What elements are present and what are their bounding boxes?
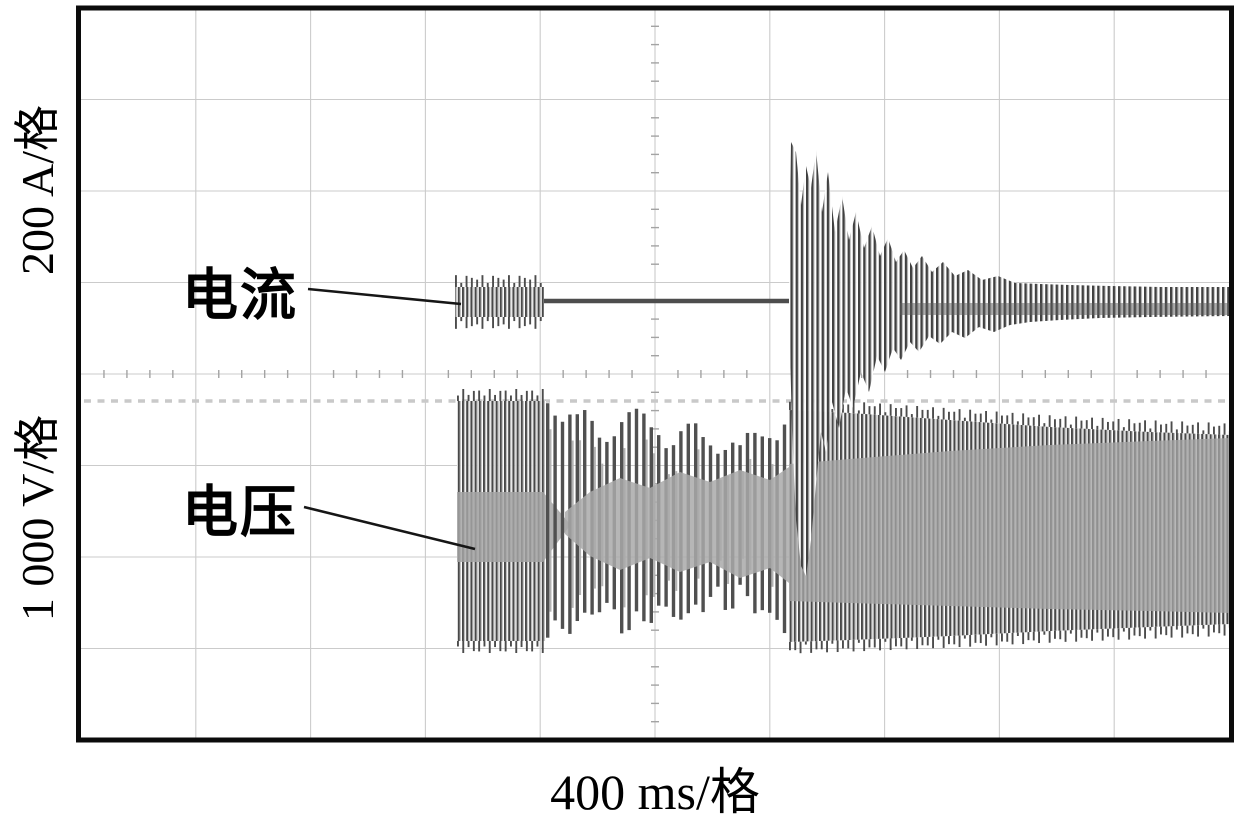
voltage-trace xyxy=(457,389,1231,654)
graticule xyxy=(81,8,1229,740)
trace-label-current: 电流 xyxy=(182,265,298,328)
x-axis-label-time-scale: 400 ms/格 xyxy=(550,764,760,820)
trace-label-voltage: 电压 xyxy=(182,482,298,545)
y-axis-label-voltage-scale: 1 000 V/格 xyxy=(12,414,63,622)
plot-border xyxy=(76,5,1234,743)
annotation-callouts xyxy=(303,287,476,551)
y-axis-label-current-scale: 200 A/格 xyxy=(12,105,63,275)
current-trace xyxy=(455,142,1230,576)
